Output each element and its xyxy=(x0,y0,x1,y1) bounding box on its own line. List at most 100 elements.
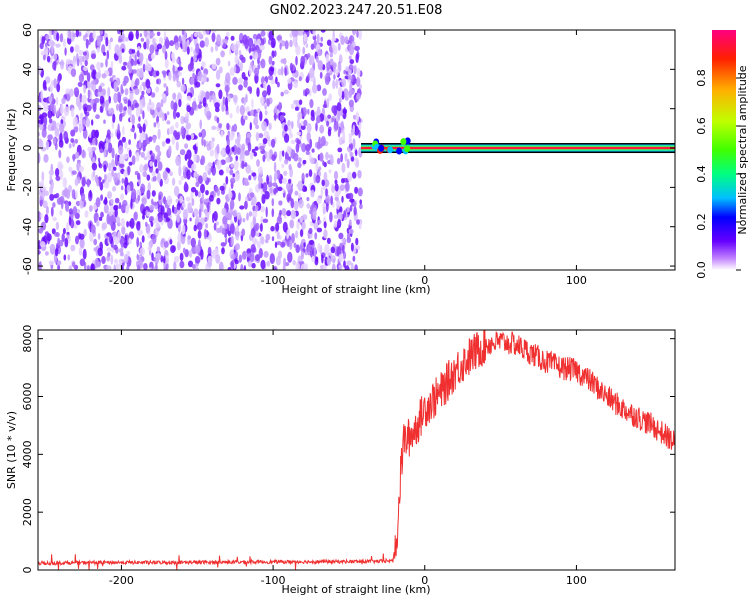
noise-blob xyxy=(97,90,103,97)
noise-blob xyxy=(156,102,162,112)
noise-blob xyxy=(65,88,71,94)
noise-blob xyxy=(118,202,122,210)
noise-blob xyxy=(287,251,293,263)
noise-blob xyxy=(199,40,205,48)
noise-blob xyxy=(278,101,282,112)
noise-blob xyxy=(234,55,239,64)
noise-blob xyxy=(221,247,225,255)
noise-blob xyxy=(172,204,175,213)
noise-blob xyxy=(289,239,293,250)
noise-blob xyxy=(151,190,156,197)
noise-blob xyxy=(249,86,253,95)
noise-blob xyxy=(306,75,309,82)
noise-blob xyxy=(268,181,273,188)
noise-blob xyxy=(101,73,107,79)
noise-blob xyxy=(139,133,145,141)
noise-blob xyxy=(301,221,306,230)
noise-blob xyxy=(78,247,83,256)
snr-frame xyxy=(37,329,676,571)
spectrogram-xtick-label: -200 xyxy=(109,274,134,287)
noise-blob xyxy=(214,185,219,193)
snr-ytick-label: 6000 xyxy=(21,383,34,411)
noise-blob xyxy=(260,30,266,37)
noise-blob xyxy=(339,87,343,98)
noise-blob xyxy=(39,195,43,201)
noise-blob xyxy=(171,135,176,145)
noise-blob xyxy=(130,128,135,132)
noise-blob xyxy=(71,170,77,175)
noise-blob xyxy=(139,103,142,108)
noise-blob xyxy=(216,143,220,155)
noise-blob xyxy=(181,77,185,86)
noise-blob xyxy=(325,152,329,159)
noise-blob xyxy=(352,138,356,149)
noise-blob xyxy=(220,242,227,247)
noise-blob xyxy=(283,89,289,95)
noise-blob xyxy=(249,252,255,263)
noise-blob xyxy=(298,193,302,199)
noise-blob xyxy=(66,234,70,240)
noise-blob xyxy=(137,194,140,202)
noise-blob xyxy=(196,222,203,231)
noise-blob xyxy=(260,58,266,69)
noise-blob xyxy=(293,242,297,248)
noise-blob xyxy=(226,122,230,131)
noise-blob xyxy=(157,215,163,223)
noise-blob xyxy=(159,37,164,45)
noise-blob xyxy=(93,238,98,246)
noise-blob xyxy=(286,120,292,127)
noise-blob xyxy=(259,223,263,232)
noise-blob xyxy=(71,189,76,199)
noise-blob xyxy=(252,43,256,52)
noise-blob xyxy=(120,84,123,93)
noise-blob xyxy=(55,175,61,181)
noise-blob xyxy=(205,223,209,229)
noise-blob xyxy=(250,109,254,116)
noise-blob xyxy=(255,131,260,142)
noise-blob xyxy=(92,102,97,113)
noise-blob xyxy=(316,84,322,92)
noise-blob xyxy=(230,260,235,269)
noise-blob xyxy=(300,55,306,66)
noise-blob xyxy=(166,195,173,206)
noise-blob xyxy=(107,191,112,199)
noise-blob xyxy=(109,77,114,83)
noise-blob xyxy=(323,171,328,182)
noise-blob xyxy=(95,197,101,208)
noise-blob xyxy=(88,133,92,139)
noise-blob xyxy=(280,91,284,97)
noise-blob xyxy=(241,160,245,169)
noise-blob xyxy=(346,207,350,213)
noise-blob xyxy=(39,124,44,131)
noise-blob xyxy=(113,92,118,104)
noise-blob xyxy=(283,57,287,65)
noise-blob xyxy=(72,32,77,38)
noise-blob xyxy=(40,221,47,231)
noise-blob xyxy=(197,230,202,239)
spectrogram-xtick-label: 0 xyxy=(421,274,428,287)
noise-blob xyxy=(74,87,79,92)
noise-blob xyxy=(128,161,133,166)
noise-blob xyxy=(111,168,114,177)
noise-blob xyxy=(177,222,181,233)
noise-blob xyxy=(333,220,338,228)
noise-blob xyxy=(271,198,275,207)
noise-blob xyxy=(238,254,243,263)
noise-blob xyxy=(152,201,158,206)
noise-blob xyxy=(328,93,333,102)
noise-blob xyxy=(66,156,70,163)
noise-blob xyxy=(295,142,300,153)
noise-blob xyxy=(61,233,65,243)
noise-blob xyxy=(316,115,321,124)
spectrogram-xtick-label: 100 xyxy=(566,274,587,287)
noise-blob xyxy=(207,162,213,168)
noise-blob xyxy=(119,113,123,122)
noise-blob xyxy=(178,99,182,108)
noise-blob xyxy=(118,102,123,113)
noise-blob xyxy=(46,233,52,242)
noise-blob xyxy=(239,61,243,72)
noise-blob xyxy=(356,30,359,38)
noise-blob xyxy=(292,72,296,77)
noise-blob xyxy=(49,174,53,182)
